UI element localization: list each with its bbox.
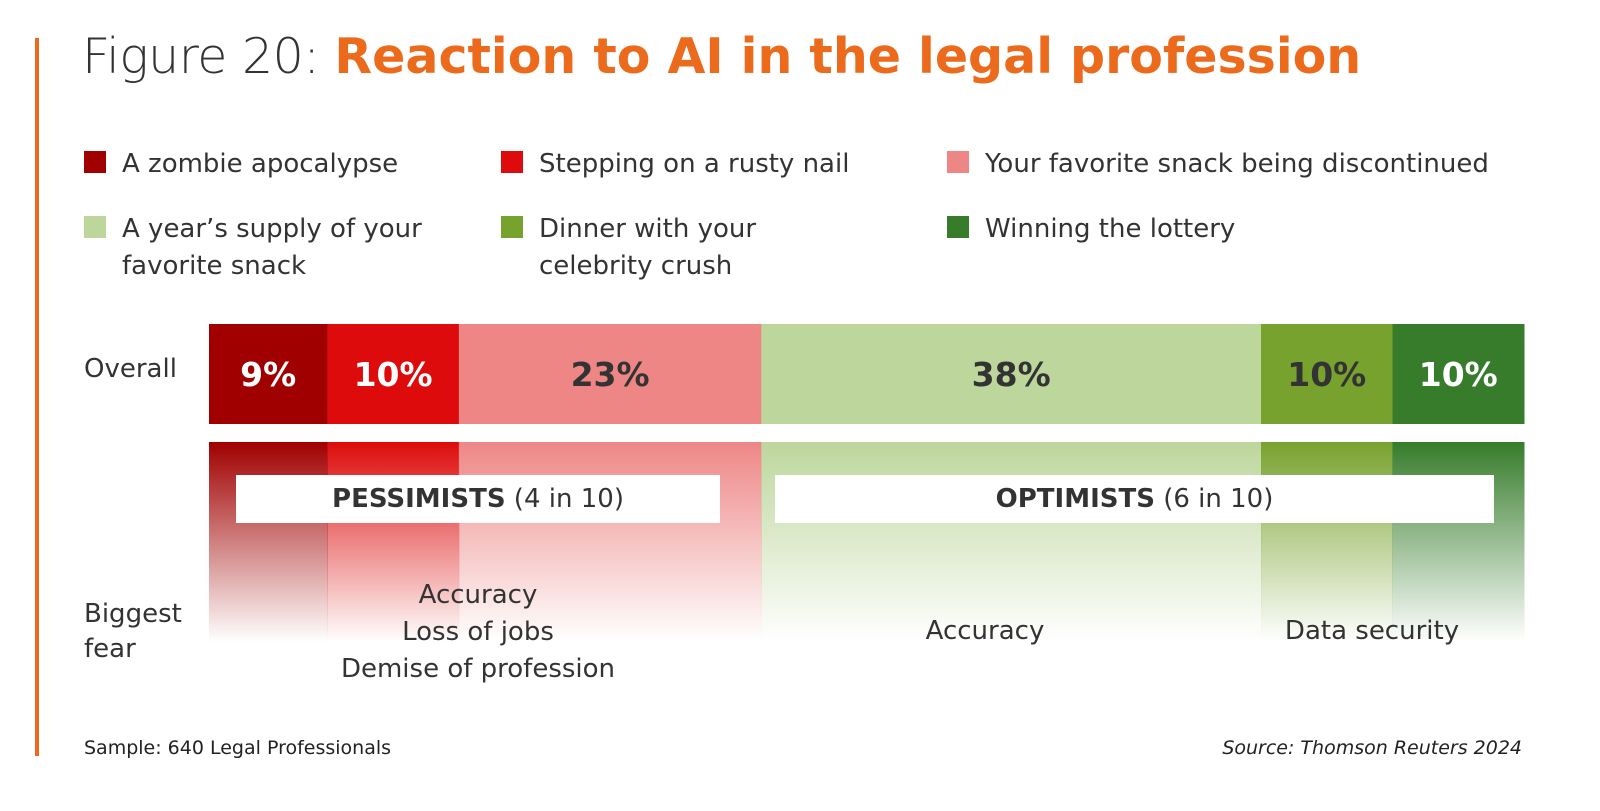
group-name: PESSIMISTS [332,484,506,514]
source-note: Source: Thomson Reuters 2024 [1222,737,1522,759]
legend-item: Winning the lottery [947,211,1235,248]
bar-segment [458,324,762,424]
chart-title: Figure 20: Reaction to AI in the legal p… [82,28,1361,87]
legend-swatch [947,216,969,238]
bar-segment [761,324,1262,424]
group-detail: (4 in 10) [505,484,624,514]
legend-swatch [84,151,106,173]
legend-label: A year’s supply of your favorite snack [122,214,422,281]
legend-item: Stepping on a rusty nail [501,146,849,183]
group-detail: (6 in 10) [1154,484,1274,514]
figure-number: Figure 20: [82,28,335,85]
title-text: Reaction to AI in the legal profession [334,28,1362,85]
bar-data-label: 9% [240,355,296,394]
bar-segment [1392,324,1525,424]
legend-label: Winning the lottery [985,214,1236,244]
bar-data-label: 23% [571,355,650,394]
legend-item: A zombie apocalypse [84,146,398,183]
fade-segment [1261,442,1393,642]
legend-label: Dinner with your celebrity crush [539,214,757,281]
bar-segment [327,324,460,424]
legend-swatch [84,216,106,238]
legend-swatch [501,151,523,173]
row-label-overall: Overall [84,354,177,384]
legend-item: Dinner with your celebrity crush [501,211,756,285]
legend-label: A zombie apocalypse [122,149,399,179]
bar-data-label: 10% [1419,355,1498,394]
legend-item: Your favorite snack being discontinued [947,146,1489,183]
bar-data-label: 10% [354,355,433,394]
legend-swatch [501,216,523,238]
fade-segment [761,442,1262,642]
fade-segment [1392,442,1525,642]
lottery-fear: Data security [1284,616,1460,646]
sample-note: Sample: 640 Legal Professionals [84,737,392,759]
accent-line [35,38,39,756]
bar-data-label: 38% [972,355,1051,394]
optimist-fear: Accuracy [925,616,1045,646]
pessimists-label: PESSIMISTS (4 in 10) [236,475,720,523]
pessimist-fears: Accuracy Loss of jobs Demise of professi… [340,580,616,684]
optimists-label: OPTIMISTS (6 in 10) [775,475,1494,523]
group-name: OPTIMISTS [995,484,1155,514]
legend-label: Stepping on a rusty nail [539,149,850,179]
row-label-biggest-fear: Biggest fear [84,599,182,664]
legend-swatch [947,151,969,173]
legend-item: A year’s supply of your favorite snack [84,211,422,285]
bar-segment [209,324,328,424]
bar-segment [1261,324,1393,424]
legend-label: Your favorite snack being discontinued [985,149,1489,179]
bar-data-label: 10% [1287,355,1366,394]
